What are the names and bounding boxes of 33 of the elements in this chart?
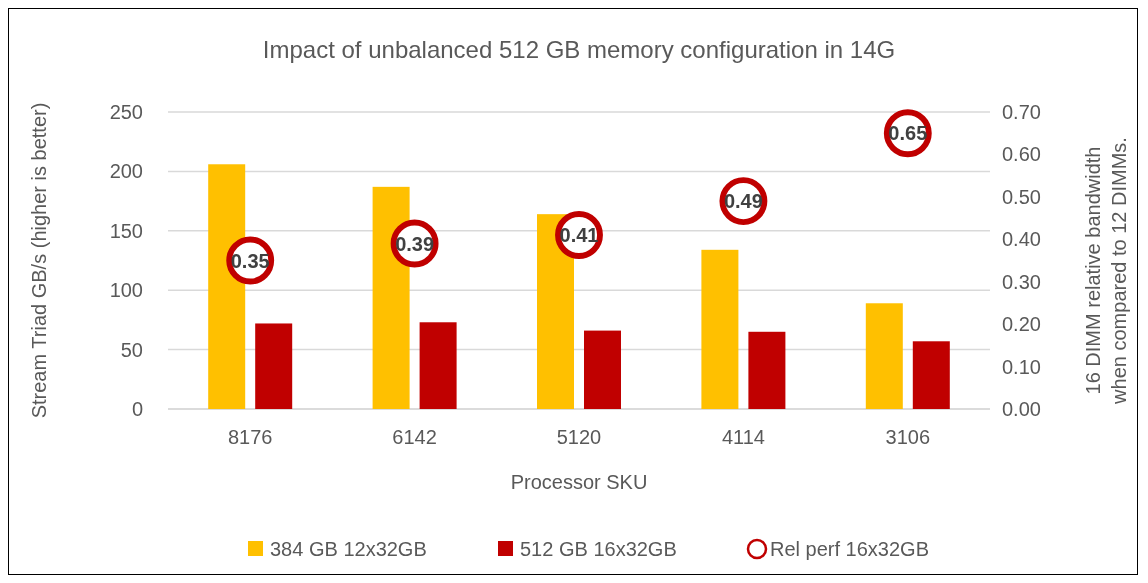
bar [584, 330, 621, 409]
x-tick-label: 5120 [556, 426, 602, 448]
y2-tick-label: 0.20 [1002, 313, 1041, 336]
x-tick-label: 6142 [392, 426, 437, 448]
y2-tick-label: 0.10 [1002, 355, 1041, 378]
legend-label: Rel perf 16x32GB [770, 538, 929, 560]
y-axis-title: Stream Triad GB/s (higher is better) [28, 102, 50, 419]
y2-tick-label: 0.60 [1002, 143, 1041, 166]
legend-label: 384 GB 12x32GB [270, 538, 427, 560]
bar [912, 341, 950, 409]
y-tick-label: 200 [109, 160, 143, 183]
chart-title: Impact of unbalanced 512 GB memory configuration in 14G [262, 36, 896, 63]
y2-tick-label: 0.30 [1002, 270, 1041, 293]
bar [255, 323, 293, 409]
x-tick-label: 4114 [721, 426, 765, 448]
bar [419, 322, 457, 409]
y2-tick-label: 0.40 [1002, 228, 1041, 251]
y2-tick-label: 0.00 [1002, 398, 1041, 420]
x-tick-label: 8176 [227, 426, 273, 448]
y-tick-label: 50 [120, 338, 143, 361]
bar [701, 249, 739, 409]
y-tick-label: 150 [109, 219, 143, 242]
y-tick-label: 0 [131, 398, 143, 420]
y-tick-label: 250 [109, 101, 143, 123]
bar [748, 331, 786, 409]
x-tick-label: 3106 [885, 426, 931, 448]
bar [865, 303, 903, 409]
y2-axis-title: 16 DIMM relative bandwidth when compared to 12 DIMMs. [1082, 137, 1130, 405]
y-tick-label: 100 [109, 279, 143, 302]
x-axis-title: Processor SKU [510, 471, 648, 493]
y2-tick-label: 0.70 [1002, 101, 1041, 123]
y2-tick-label: 0.50 [1002, 185, 1041, 208]
legend-label: 512 GB 16x32GB [520, 538, 677, 560]
